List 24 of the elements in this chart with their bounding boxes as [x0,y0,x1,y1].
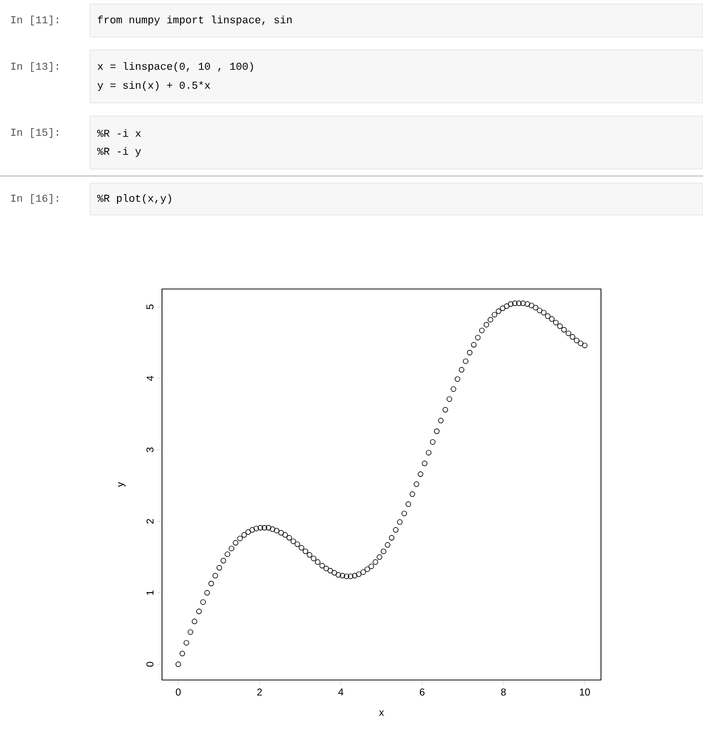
x-tick-label: 10 [580,688,590,696]
x-tick-label: 6 [420,688,424,696]
text: In [11]: [11,16,58,26]
text: %R -i y [97,147,141,157]
text: from numpy import linspace, sin [98,16,292,26]
y-tick-label: 1 [146,590,154,595]
y-tick-label: 4 [146,376,154,381]
text: In [16]: [11,194,58,204]
y-tick-label: 5 [146,304,154,310]
x-tick-label: 4 [338,688,344,696]
text: y = sin(x) + 0.5*x [98,81,210,91]
text: x = linspace(0, 10 , 100) [98,62,253,72]
x-tick-label: 2 [257,688,262,696]
x-tick-label: 0 [176,688,181,696]
text: %R -i x [97,129,141,137]
text: In [13]: [11,62,58,72]
y-tick-label: 3 [146,447,154,452]
x-axis-title: x [379,710,384,716]
text: %R plot(x,y) [97,194,172,204]
y-tick-label: 0 [146,662,154,667]
y-axis-title: y [118,482,126,487]
text: In [15]: [11,128,58,138]
y-tick-label: 2 [146,519,154,524]
x-tick-label: 8 [501,688,506,696]
